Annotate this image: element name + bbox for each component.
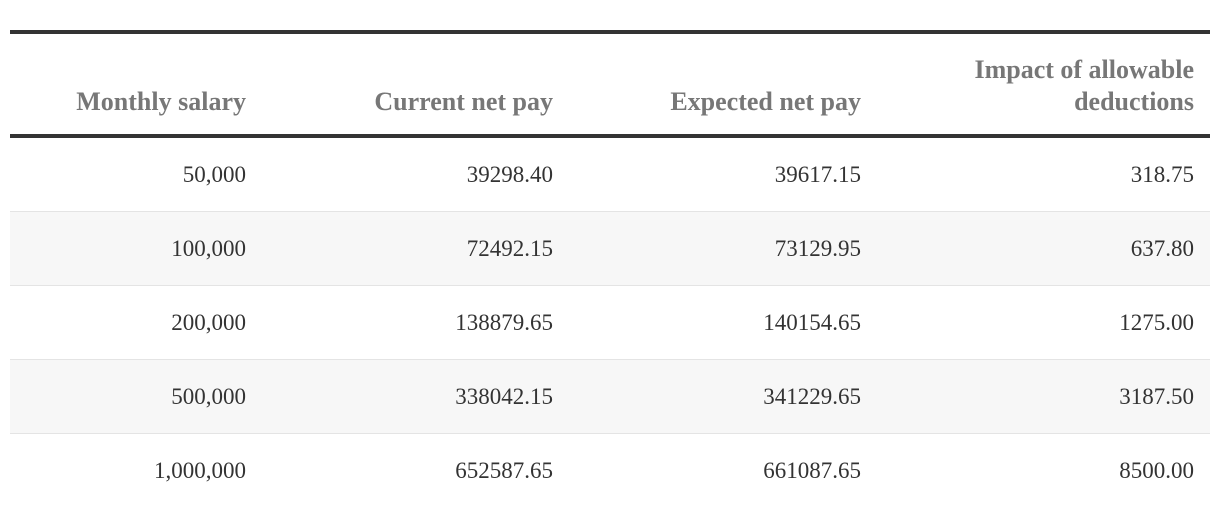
table-cell: 140154.65: [569, 285, 877, 360]
table-cell: 100,000: [10, 211, 262, 286]
table-row: 100,000 72492.15 73129.95 637.80: [10, 211, 1210, 286]
column-header: Current net pay: [374, 87, 553, 116]
table-cell: 39617.15: [569, 136, 877, 212]
table-body: 50,000 39298.40 39617.15 318.75 100,000 72492…: [10, 136, 1210, 507]
table-cell: 72492.15: [262, 211, 569, 286]
table-row: 500,000 338042.15 341229.65 3187.50: [10, 359, 1210, 434]
column-header: Expected net pay: [670, 87, 861, 116]
table-cell: 318.75: [877, 136, 1210, 212]
table-cell: 341229.65: [569, 359, 877, 434]
table-cell: 200,000: [10, 285, 262, 360]
table-header: Monthly salary Current net pay Expected ne…: [10, 32, 1210, 136]
table-cell: 652587.65: [455, 457, 553, 483]
table-cell: 138879.65: [262, 285, 569, 360]
table-cell: 637.80: [877, 211, 1210, 286]
table-cell: 661087.65: [763, 457, 861, 483]
header-row: Monthly salary Current net pay Expected ne…: [10, 32, 1210, 136]
table-cell: 3187.50: [877, 359, 1210, 434]
table-cell: 50,000: [10, 136, 262, 212]
table-cell: 1275.00: [877, 285, 1210, 360]
table-row: 50,000 39298.40 39617.15 318.75: [10, 136, 1210, 212]
table-cell: 338042.15: [262, 359, 569, 434]
table-row: 1,000,000 652587.65 661087.65 8500.00: [10, 434, 1210, 508]
table-cell: 39298.40: [262, 136, 569, 212]
table-cell: 73129.95: [569, 211, 877, 286]
salary-table: Monthly salary Current net pay Expected ne…: [10, 30, 1210, 507]
table-cell: 8500.00: [1119, 457, 1194, 483]
table-cell: 500,000: [10, 359, 262, 434]
table-cell: 1,000,000: [154, 457, 246, 483]
column-header: Impact of allowable deductions: [974, 55, 1194, 116]
column-header: Monthly salary: [76, 87, 246, 116]
table-row: 200,000 138879.65 140154.65 1275.00: [10, 285, 1210, 360]
